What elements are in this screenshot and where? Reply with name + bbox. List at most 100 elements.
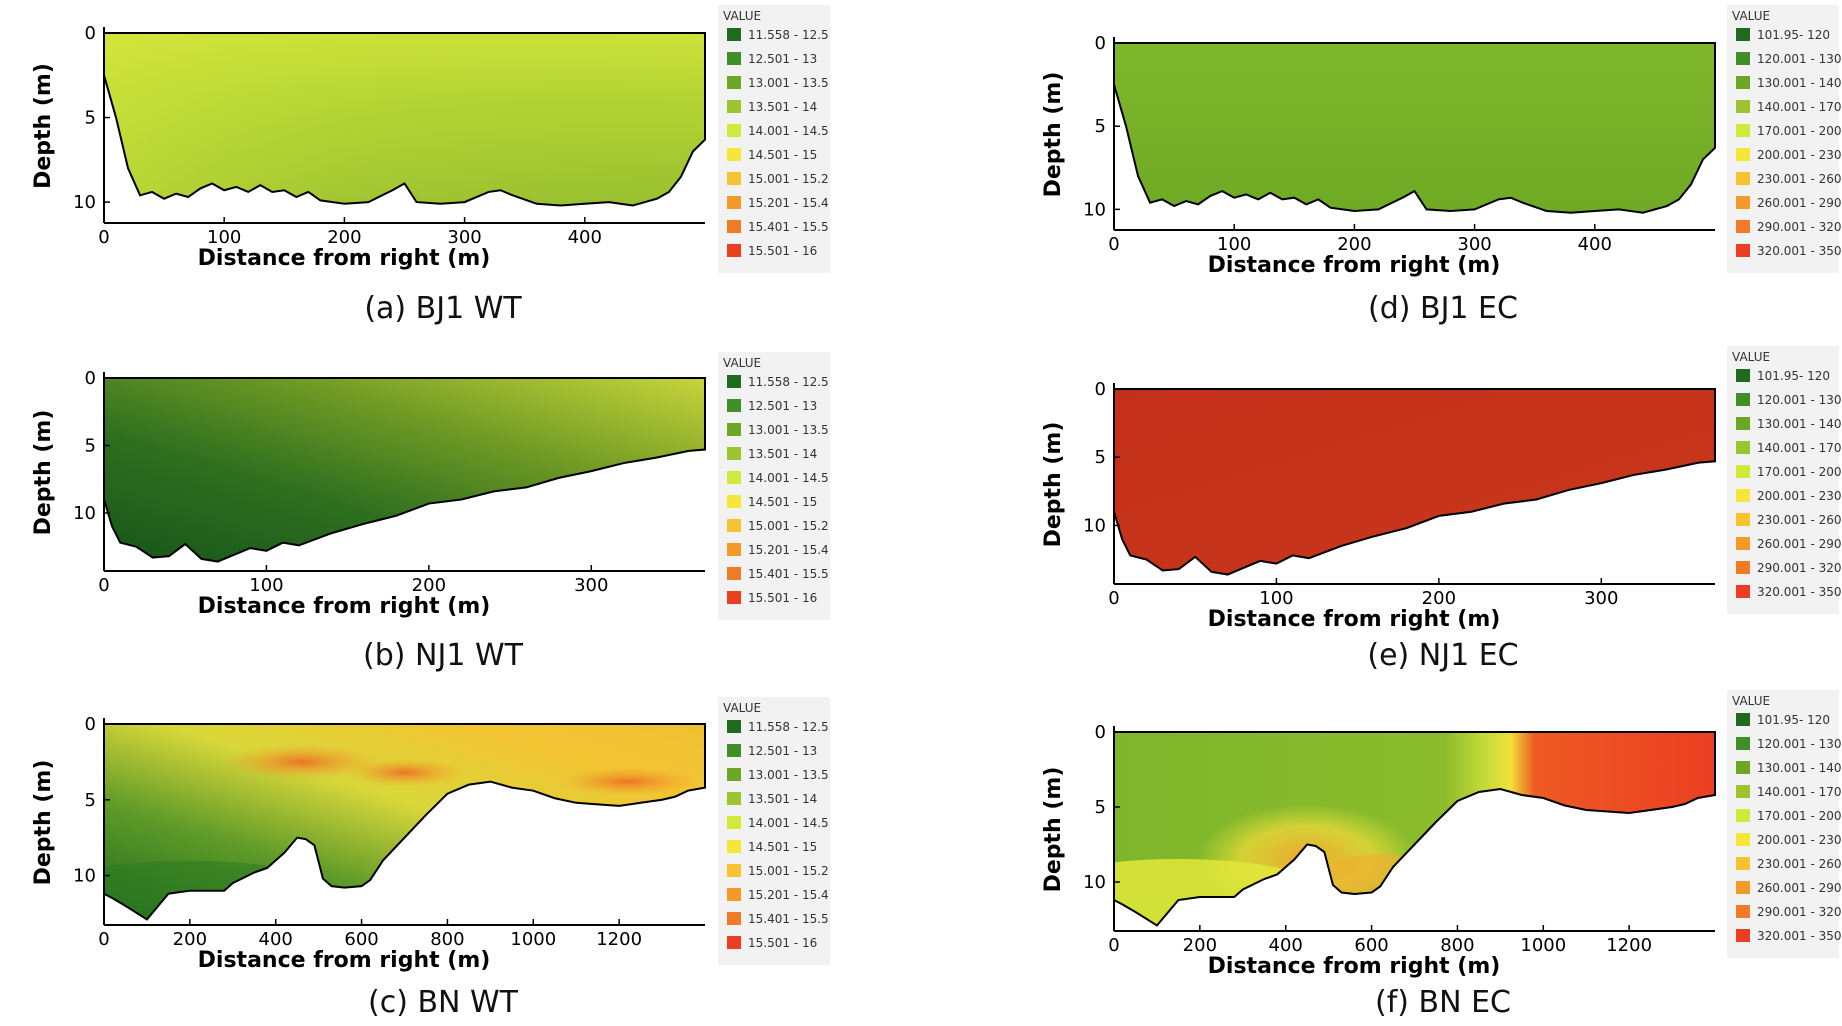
a-legend-swatch xyxy=(727,76,741,89)
c-x-tick-label: 1000 xyxy=(510,929,556,950)
panel-f: 0 200 400 600 800 1000 1200 0 5 10 Distance from r… xyxy=(1041,690,1842,1020)
a-legend-label: 15.501 - 16 xyxy=(748,244,817,258)
c-legend-label: 11.558 - 12.5 xyxy=(748,720,829,734)
c-warm-zone xyxy=(344,758,465,787)
f-legend-label: 120.001 - 130 xyxy=(1757,737,1842,751)
d-x-tick-label: 200 xyxy=(1337,234,1371,255)
c-x-tick-label: 200 xyxy=(173,929,207,950)
b-y-tick-label: 10 xyxy=(73,503,96,524)
f-y-tick-label: 0 xyxy=(1095,722,1106,743)
a-legend-title: VALUE xyxy=(723,9,761,23)
e-y-tick-label: 5 xyxy=(1095,447,1106,468)
b-legend-swatch xyxy=(727,375,741,388)
b-legend-swatch xyxy=(727,543,741,556)
b-water-body xyxy=(104,378,705,562)
c-x-tick-label: 400 xyxy=(259,929,293,950)
d-legend-label: 120.001 - 130 xyxy=(1757,52,1842,66)
c-y-tick-label: 5 xyxy=(85,790,96,811)
e-legend-label: 101.95- 120 xyxy=(1757,369,1830,383)
c-legend-label: 14.501 - 15 xyxy=(748,840,817,854)
a-legend-swatch xyxy=(727,124,741,137)
e-legend-label: 200.001 - 230 xyxy=(1757,489,1842,503)
f-x-tick-label: 1200 xyxy=(1606,935,1652,956)
e-legend-swatch xyxy=(1736,561,1750,574)
a-legend-swatch xyxy=(727,220,741,233)
a-legend-swatch xyxy=(727,148,741,161)
b-legend-swatch xyxy=(727,423,741,436)
d-x-tick-label: 300 xyxy=(1457,234,1491,255)
c-legend-swatch xyxy=(727,912,741,925)
b-x-tick-label: 0 xyxy=(98,575,109,596)
d-caption: (d) BJ1 EC xyxy=(1368,291,1518,326)
e-legend-label: 140.001 - 170 xyxy=(1757,441,1842,455)
a-legend-swatch xyxy=(727,196,741,209)
d-legend-swatch xyxy=(1736,28,1750,41)
f-hotspots xyxy=(1114,804,1441,926)
f-caption: (f) BN EC xyxy=(1375,985,1511,1020)
e-legend-swatch xyxy=(1736,441,1750,454)
e-legend-swatch xyxy=(1736,417,1750,430)
e-legend-swatch xyxy=(1736,513,1750,526)
c-legend-label: 14.001 - 14.5 xyxy=(748,816,829,830)
a-legend-label: 15.201 - 15.4 xyxy=(748,196,829,210)
d-y-tick-label: 5 xyxy=(1095,116,1106,137)
b-legend-label: 15.501 - 16 xyxy=(748,591,817,605)
b-legend-swatch xyxy=(727,399,741,412)
f-legend-swatch xyxy=(1736,881,1750,894)
f-legend-label: 260.001 - 290 xyxy=(1757,881,1842,895)
b-legend: VALUE 11.558 - 12.5 12.501 - 13 13.001 - 13… xyxy=(718,352,830,620)
d-y-tick-label: 0 xyxy=(1095,33,1106,54)
a-x-tick-label: 100 xyxy=(207,227,241,248)
f-legend-swatch xyxy=(1736,785,1750,798)
d-legend-swatch xyxy=(1736,76,1750,89)
a-legend-label: 15.001 - 15.2 xyxy=(748,172,829,186)
c-legend-swatch xyxy=(727,936,741,949)
b-y-tick-label: 0 xyxy=(85,368,96,389)
d-legend-swatch xyxy=(1736,124,1750,137)
c-caption: (c) BN WT xyxy=(368,985,519,1020)
c-legend: VALUE 11.558 - 12.5 12.501 - 13 13.001 - 13… xyxy=(718,697,830,965)
e-x-tick-label: 300 xyxy=(1584,588,1618,609)
e-legend-swatch xyxy=(1736,465,1750,478)
d-legend-swatch xyxy=(1736,172,1750,185)
b-legend-label: 11.558 - 12.5 xyxy=(748,375,829,389)
f-x-tick-label: 200 xyxy=(1183,935,1217,956)
a-legend-swatch xyxy=(727,28,741,41)
c-bed-outline xyxy=(103,723,706,921)
c-legend-swatch xyxy=(727,720,741,733)
d-legend-label: 130.001 - 140 xyxy=(1757,76,1842,90)
e-x-axis-title: Distance from right (m) xyxy=(1208,607,1501,632)
c-legend-swatch xyxy=(727,864,741,877)
a-y-tick-label: 10 xyxy=(73,192,96,213)
c-x-axis-title: Distance from right (m) xyxy=(198,948,491,973)
b-bed-outline xyxy=(103,377,706,563)
b-legend-title: VALUE xyxy=(723,356,761,370)
f-legend-swatch xyxy=(1736,833,1750,846)
b-legend-label: 13.501 - 14 xyxy=(748,447,817,461)
a-y-tick-label: 5 xyxy=(85,108,96,129)
c-legend-swatch xyxy=(727,840,741,853)
c-x-tick-label: 0 xyxy=(98,929,109,950)
b-legend-label: 15.401 - 15.5 xyxy=(748,567,829,581)
e-legend-label: 230.001 - 260 xyxy=(1757,513,1842,527)
a-x-tick-label: 200 xyxy=(327,227,361,248)
f-legend-swatch xyxy=(1736,761,1750,774)
d-legend-label: 140.001 - 170 xyxy=(1757,100,1842,114)
b-legend-label: 14.001 - 14.5 xyxy=(748,471,829,485)
d-legend-swatch xyxy=(1736,52,1750,65)
a-x-tick-label: 0 xyxy=(98,227,109,248)
b-legend-label: 13.001 - 13.5 xyxy=(748,423,829,437)
a-legend-label: 15.401 - 15.5 xyxy=(748,220,829,234)
panel-d: 0 100 200 300 400 0 5 10 Distance from right (m)… xyxy=(1041,5,1842,326)
f-legend-label: 200.001 - 230 xyxy=(1757,833,1842,847)
f-legend-swatch xyxy=(1736,857,1750,870)
c-y-axis-title: Depth (m) xyxy=(31,760,56,886)
f-legend: VALUE 101.95- 120 120.001 - 130 130.001 - 1… xyxy=(1727,690,1842,958)
b-legend-label: 12.501 - 13 xyxy=(748,399,817,413)
d-x-tick-label: 0 xyxy=(1108,234,1119,255)
b-legend-swatch xyxy=(727,591,741,604)
a-legend-label: 14.001 - 14.5 xyxy=(748,124,829,138)
b-legend-swatch xyxy=(727,447,741,460)
f-legend-label: 140.001 - 170 xyxy=(1757,785,1842,799)
